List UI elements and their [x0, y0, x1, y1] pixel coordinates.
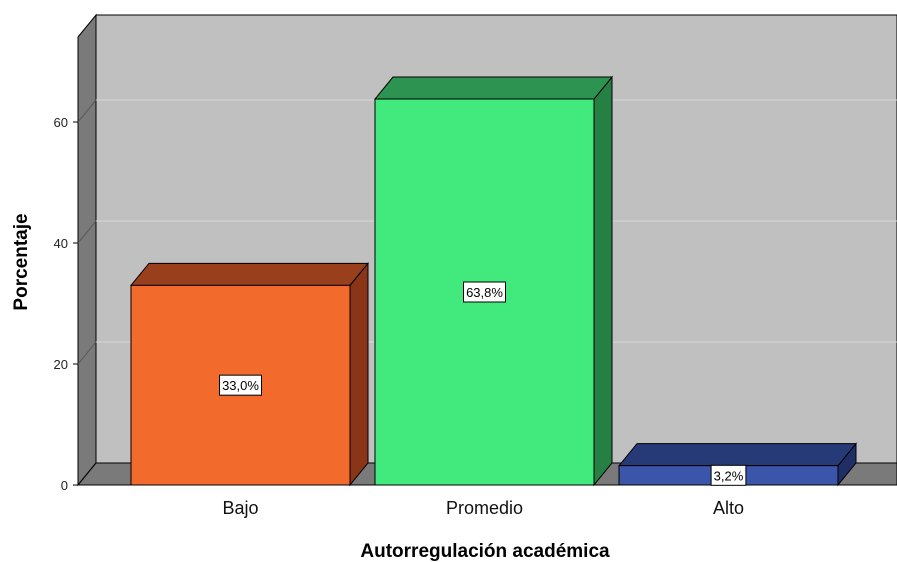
bar-promedio: 63,8% [373, 75, 614, 487]
y-tick-label: 60 [54, 115, 68, 130]
bar-side [349, 261, 369, 487]
y-tick-label: 20 [54, 357, 68, 372]
bars: 33,0% 63,8% 3,2% [129, 75, 858, 487]
x-tick-label: Promedio [446, 498, 523, 518]
bar-top [373, 76, 614, 100]
data-label-box [710, 464, 747, 486]
bar-bajo: 33,0% [129, 261, 370, 487]
bar-top [617, 443, 858, 467]
side-wall [77, 13, 97, 487]
bar-top [129, 262, 370, 286]
data-label: 33,0% [222, 378, 259, 393]
gridline-side [77, 341, 97, 365]
x-axis-title: Autorregulación académica [360, 541, 610, 562]
y-tick-label: 0 [61, 478, 68, 493]
data-label: 3,2% [714, 468, 744, 483]
data-label: 63,8% [466, 285, 503, 300]
data-label-box [219, 374, 262, 396]
gridline-side [77, 220, 97, 244]
bar-alto: 3,2% [617, 442, 858, 487]
y-axis: 0 20 40 60 [54, 115, 78, 493]
y-tick-label: 40 [54, 236, 68, 251]
y-axis-title: Porcentaje [11, 213, 32, 310]
x-axis: Bajo Promedio Alto [222, 498, 744, 518]
bar-side [593, 75, 613, 487]
gridline-side [77, 99, 97, 123]
x-tick-label: Bajo [222, 498, 258, 518]
data-label-box [463, 281, 506, 303]
x-tick-label: Alto [713, 498, 744, 518]
